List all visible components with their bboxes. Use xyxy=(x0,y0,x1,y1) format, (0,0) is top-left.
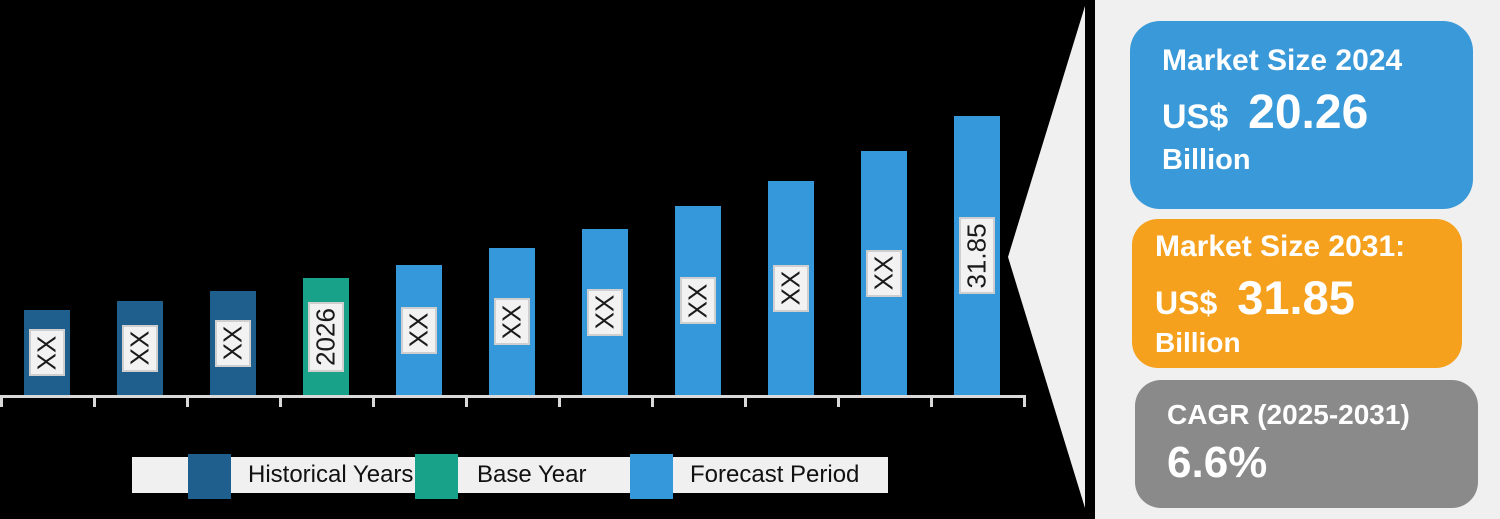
legend-label-historical-years: Historical Years xyxy=(248,461,414,488)
currency-label: US$ xyxy=(1155,285,1218,321)
bar-value-label: XX xyxy=(401,306,437,354)
axis-tick xyxy=(837,395,840,407)
axis-tick xyxy=(372,395,375,407)
cagr-card: CAGR (2025-2031) 6.6% xyxy=(1135,380,1478,508)
bar-value-label: XX xyxy=(122,324,158,372)
axis-tick xyxy=(465,395,468,407)
card-title: Market Size 2031: xyxy=(1155,230,1406,263)
card-title: Market Size 2024 xyxy=(1162,44,1403,77)
bar-historical-years: XX xyxy=(24,310,70,395)
unit-label: Billion xyxy=(1162,144,1251,177)
axis-tick xyxy=(1023,395,1026,407)
unit-label: Billion xyxy=(1155,327,1241,359)
axis-tick xyxy=(186,395,189,407)
axis-tick xyxy=(558,395,561,407)
bar-value-label: XX xyxy=(680,277,716,324)
card-value-row: US$ 31.85 xyxy=(1155,271,1452,325)
bar-value-label: 2026 xyxy=(308,301,344,372)
legend-swatch-forecast-period xyxy=(630,454,673,499)
axis-tick xyxy=(930,395,933,407)
chart-area: XX XX XX 2026 XX XX XX XX XX XX 31.85 xyxy=(0,116,1026,407)
bar-forecast-period: XX xyxy=(582,229,628,395)
cagr-value: 6.6% xyxy=(1167,438,1268,487)
legend-label-base-year: Base Year xyxy=(477,461,587,488)
bar-historical-years: XX xyxy=(117,301,163,395)
card-title: CAGR (2025-2031) xyxy=(1167,399,1410,430)
bar-value-label: XX xyxy=(494,298,530,345)
market-size-2031-card: Market Size 2031: US$ 31.85 Billion xyxy=(1132,219,1462,368)
axis-tick xyxy=(0,395,3,407)
axis-tick xyxy=(744,395,747,407)
legend-swatch-base-year xyxy=(415,454,458,499)
bar-value-label: XX xyxy=(29,329,65,376)
bar-forecast-period: 31.85 xyxy=(954,116,1000,395)
currency-label: US$ xyxy=(1162,98,1229,136)
legend-label-forecast-period: Forecast Period xyxy=(690,461,860,488)
legend-swatch-historical-years xyxy=(188,454,231,499)
bar-historical-years: XX xyxy=(210,291,256,395)
bar-forecast-period: XX xyxy=(768,181,814,395)
bar-forecast-period: XX xyxy=(675,206,721,395)
bar-value-label: XX xyxy=(587,288,623,336)
legend xyxy=(132,457,888,493)
axis-tick xyxy=(93,395,96,407)
axis-tick xyxy=(279,395,282,407)
market-size-2024-value: 20.26 xyxy=(1248,86,1369,139)
axis-tick xyxy=(651,395,654,407)
market-size-2031-value: 31.85 xyxy=(1237,271,1355,324)
bar-forecast-period: XX xyxy=(861,151,907,395)
bar-forecast-period: XX xyxy=(396,265,442,395)
bar-forecast-period: XX xyxy=(489,248,535,395)
market-size-2024-card: Market Size 2024 US$ 20.26 Billion xyxy=(1130,21,1473,209)
bar-value-label: 31.85 xyxy=(959,217,995,294)
bar-value-label: XX xyxy=(215,319,251,367)
card-value-row: US$ 20.26 xyxy=(1162,85,1463,140)
x-axis-line xyxy=(0,395,1026,398)
bar-base-year: 2026 xyxy=(303,278,349,395)
bar-value-label: XX xyxy=(866,249,902,297)
bar-value-label: XX xyxy=(773,264,809,312)
